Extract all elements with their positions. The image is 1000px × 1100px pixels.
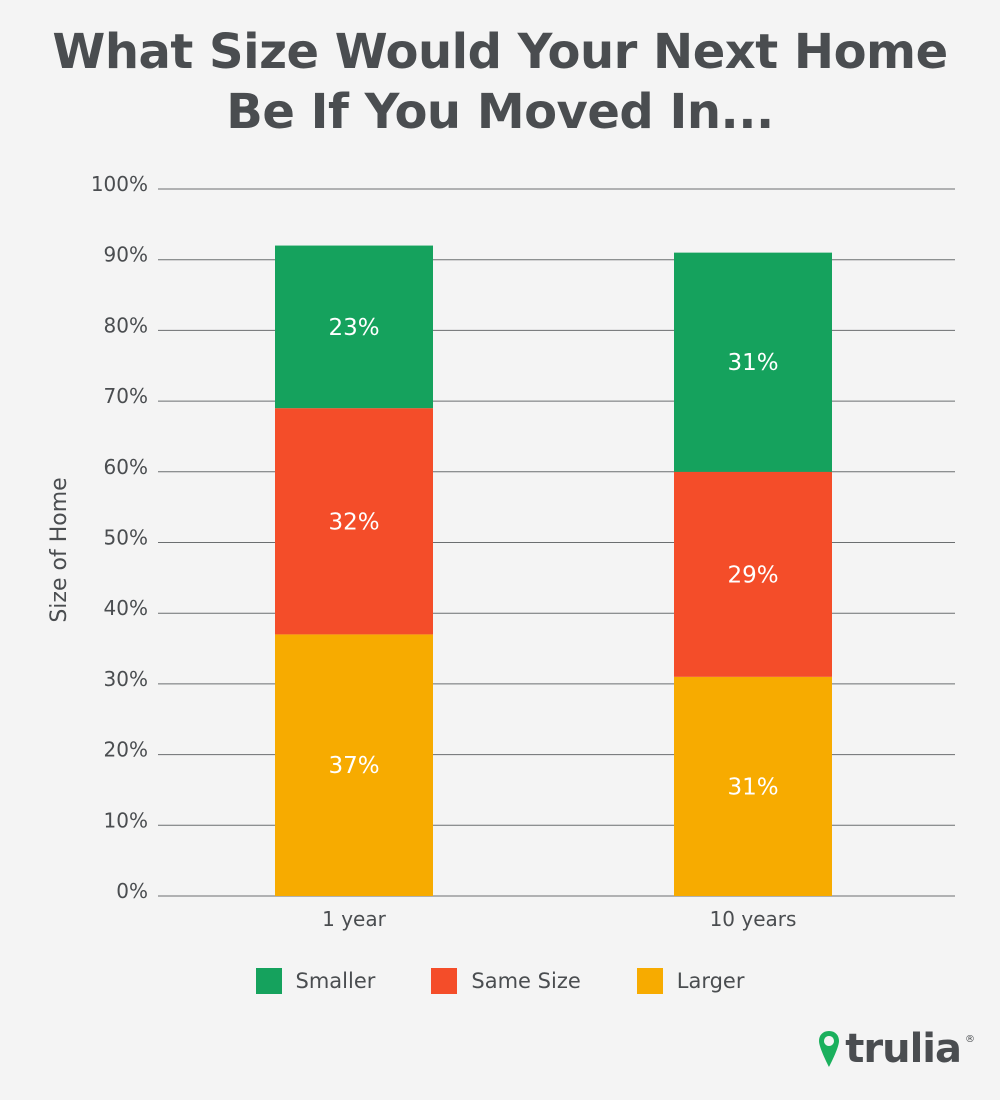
legend-label-larger: Larger	[676, 969, 745, 993]
chart-title-line-1: What Size Would Your Next Home	[52, 24, 948, 80]
bar-segment-smaller	[674, 252, 832, 472]
legend-label-smaller: Smaller	[295, 969, 376, 993]
legend-item-same-size: Same Size	[431, 968, 581, 994]
y-tick-label: 60%	[104, 455, 148, 479]
legend-swatch-same-size	[431, 968, 458, 994]
brand-name: trulia	[845, 1026, 962, 1072]
chart-title-line-2: Be If You Moved In...	[226, 84, 774, 140]
data-label-smaller: 31%	[727, 350, 778, 376]
y-tick-label: 30%	[104, 667, 148, 691]
y-tick-label: 0%	[116, 879, 148, 903]
stacked-bar-chart: 0% 10% 20% 30% 40% 50% 60% 70% 80% 90% 100% 37% 32%…	[47, 172, 955, 931]
trulia-logo: trulia ®	[817, 1026, 975, 1072]
registered-mark: ®	[965, 1034, 975, 1045]
bar-segment-same-size	[674, 471, 832, 677]
bars: 37% 32% 23% 31% 29% 31%	[275, 245, 832, 896]
y-tick-label: 70%	[104, 384, 148, 408]
legend-swatch-larger	[636, 968, 663, 994]
y-tick-label: 20%	[104, 738, 148, 762]
y-tick-label: 50%	[104, 526, 148, 550]
legend-label-same-size: Same Size	[471, 969, 581, 993]
data-label-same-size: 29%	[727, 562, 778, 588]
x-axis-ticks: 1 year 10 years	[322, 907, 796, 931]
bar-segment-larger	[275, 634, 433, 896]
chart-title: What Size Would Your Next Home Be If You…	[0, 22, 1000, 142]
bar-segment-same-size	[275, 408, 433, 635]
bar-segment-larger	[674, 676, 832, 896]
y-tick-label: 80%	[104, 313, 148, 337]
y-tick-label: 100%	[91, 172, 148, 196]
y-axis-ticks: 0% 10% 20% 30% 40% 50% 60% 70% 80% 90% 100%	[91, 172, 148, 903]
y-tick-label: 90%	[104, 243, 148, 267]
legend: Smaller Same Size Larger	[0, 968, 1000, 994]
data-label-larger: 37%	[328, 753, 379, 779]
data-label-larger: 31%	[727, 774, 778, 800]
y-axis-title: Size of Home	[47, 477, 72, 622]
data-label-smaller: 23%	[328, 315, 379, 341]
x-tick-label: 1 year	[322, 907, 386, 931]
y-tick-label: 10%	[104, 808, 148, 832]
bar-segment-smaller	[275, 245, 433, 409]
x-tick-label: 10 years	[710, 907, 797, 931]
data-label-same-size: 32%	[328, 509, 379, 535]
map-pin-icon	[819, 1031, 840, 1067]
legend-swatch-smaller	[255, 968, 282, 994]
y-tick-label: 40%	[104, 596, 148, 620]
legend-item-smaller: Smaller	[255, 968, 376, 994]
legend-item-larger: Larger	[636, 968, 745, 994]
